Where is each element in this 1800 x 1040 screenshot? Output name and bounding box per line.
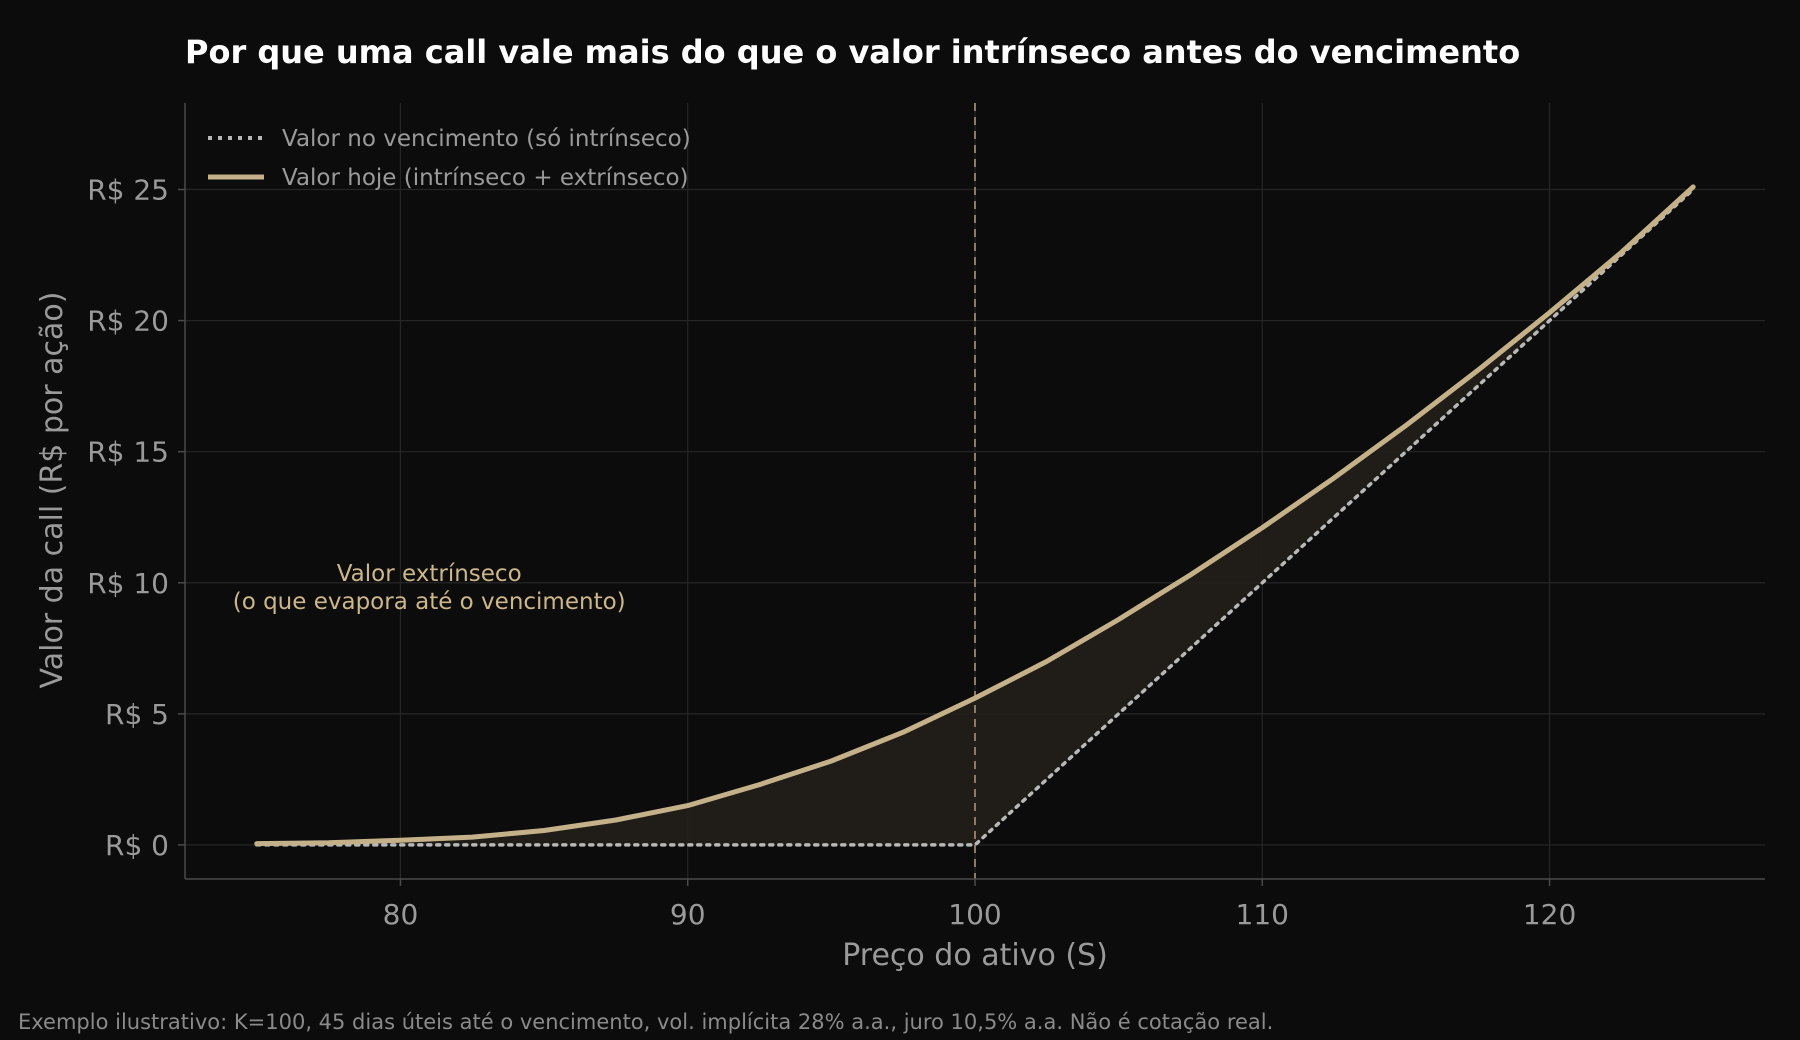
y-tick-label-2: R$ 10: [87, 567, 169, 600]
x-tick-label-2: 100: [948, 898, 1001, 931]
y-tick-label-0: R$ 0: [105, 829, 169, 862]
y-tick-label-4: R$ 20: [87, 305, 169, 338]
series-line-today: [254, 184, 1696, 847]
extrinsic-fill-area: [256, 186, 1694, 845]
x-tick-label-3: 110: [1236, 898, 1289, 931]
y-tick-label-3: R$ 15: [87, 436, 169, 469]
extrinsic-annotation: Valor extrínseco (o que evapora até o ve…: [233, 561, 626, 615]
annotation-line-2: (o que evapora até o vencimento): [233, 589, 626, 615]
x-tick-label-0: 80: [383, 898, 419, 931]
annotation-line-1: Valor extrínseco: [337, 561, 522, 587]
x-axis-label: Preço do ativo (S): [842, 938, 1108, 973]
x-tick-label-4: 120: [1523, 898, 1576, 931]
chart-title: Por que uma call vale mais do que o valo…: [185, 33, 1520, 71]
y-axis-label: Valor da call (R$ por ação): [35, 292, 70, 689]
extrinsic-fill: [256, 186, 1694, 845]
legend: Valor no vencimento (só intrínseco) Valo…: [208, 126, 691, 191]
x-tick-label-1: 90: [670, 898, 706, 931]
legend-label-intrinsic: Valor no vencimento (só intrínseco): [282, 126, 691, 152]
legend-label-today: Valor hoje (intrínseco + extrínseco): [282, 165, 689, 191]
y-tick-label-5: R$ 25: [87, 174, 169, 207]
y-tick-label-1: R$ 5: [105, 698, 169, 731]
footnote: Exemplo ilustrativo: K=100, 45 dias útei…: [18, 1010, 1273, 1034]
series-lines: [254, 184, 1696, 847]
series-line-intrinsic: [255, 187, 1695, 847]
tick-labels: 80 90 100 110 120 R$ 0 R$ 5 R$ 10 R$ 15 R$ 20 R$ 2…: [87, 174, 1576, 931]
